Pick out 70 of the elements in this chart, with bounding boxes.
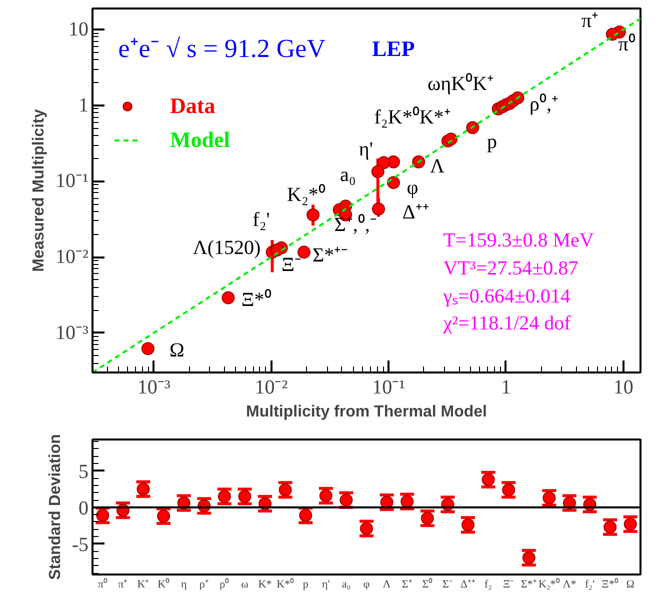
y-tick-label: 1 — [78, 94, 88, 116]
annotation: K₂*⁰ — [287, 182, 326, 206]
x-tick-label: 10 — [613, 376, 634, 398]
annotation: p — [486, 131, 497, 154]
annotation: Ξ*⁰ — [241, 288, 272, 312]
annotation: e⁺e⁻ √ s = 91.2 GeV — [118, 34, 326, 64]
x-tick-label: Σ⁰ — [422, 578, 433, 590]
y-tick-label: 0 — [78, 497, 88, 520]
annotation: Σ⁺,⁰,⁻ — [334, 213, 377, 236]
annotation: ωηK⁰K⁺ — [428, 72, 494, 96]
y-tick-label: 10⁻¹ — [56, 170, 89, 192]
x-tick-label: φ — [363, 578, 370, 590]
x-tick-label: ρ⁺ — [199, 578, 209, 590]
y-tick-label: 5 — [78, 460, 88, 483]
x-tick-label: K* — [258, 578, 272, 590]
x-tick-label: 10⁻¹ — [372, 376, 406, 398]
x-tick-label: η' — [322, 578, 330, 590]
annotation: π⁰ — [618, 32, 636, 56]
x-tick-label: f₂' — [585, 578, 595, 590]
legend-label: Data — [170, 93, 216, 119]
x-tick-label: ω — [241, 578, 248, 590]
annotation: Λ — [430, 155, 445, 178]
y-tick-label: -5 — [72, 534, 89, 556]
y-axis-title: Standard Deviation — [46, 434, 64, 580]
x-tick-label: π⁺ — [118, 578, 128, 590]
legend-label: Model — [170, 127, 230, 153]
annotation: LEP — [372, 36, 415, 62]
x-tick-label: f₂ — [484, 578, 492, 590]
x-tick-label: 10⁻² — [254, 376, 288, 398]
x-tick-label: π⁰ — [98, 578, 108, 590]
annotation: Σ*⁺⁻ — [312, 244, 348, 266]
annotation: ρ⁰,⁺ — [530, 92, 559, 116]
x-tick-label: 10⁻³ — [137, 376, 170, 398]
x-tick-label: Σ⁺ — [402, 578, 412, 590]
x-tick-label: K⁰ — [158, 578, 170, 590]
x-tick-label: Ξ*⁰ — [602, 578, 618, 590]
x-tick-label: Ξ⁻ — [503, 578, 514, 590]
annotation: f₂' — [252, 208, 270, 231]
x-tick-label: η — [180, 578, 187, 590]
annotation: γₛ=0.664±0.014 — [442, 285, 570, 308]
x-tick-label: Λ* — [562, 578, 576, 590]
annotation: T=159.3±0.8 MeV — [443, 229, 594, 252]
x-tick-label: Λ — [382, 578, 391, 590]
annotation: a₀ — [340, 164, 356, 186]
annotation: f₂K*⁰K*⁺ — [374, 106, 451, 129]
y-tick-label: 10⁻³ — [56, 322, 89, 344]
x-tick-label: Ω — [626, 578, 634, 590]
annotation: VT³=27.54±0.87 — [443, 257, 578, 280]
x-tick-label: a₀ — [342, 578, 351, 590]
x-tick-label: Σ*⁺ — [520, 578, 537, 590]
x-axis-title: Multiplicity from Thermal Model — [246, 404, 487, 420]
annotation: φ — [406, 176, 418, 199]
y-axis-title: Measured Multiplicity — [30, 109, 48, 272]
y-tick-label: 10 — [68, 18, 88, 41]
x-tick-label: K₂*⁰ — [538, 578, 560, 590]
annotation: π⁺ — [582, 10, 599, 32]
annotation: χ²=118.1/24 dof — [442, 312, 572, 334]
annotation: Δ⁺⁺ — [402, 201, 430, 224]
x-tick-label: K*⁰ — [276, 578, 294, 590]
annotation: Ω — [169, 339, 184, 362]
x-tick-label: Δ⁺⁺ — [460, 578, 476, 590]
x-tick-label: p — [302, 578, 309, 590]
x-tick-label: ρ⁰ — [220, 578, 230, 590]
annotation: Λ(1520) — [192, 237, 261, 260]
annotation: Ξ⁻ — [281, 254, 302, 276]
annotation: η' — [358, 138, 373, 161]
x-tick-label: 1 — [500, 376, 511, 398]
x-tick-label: K⁺ — [137, 578, 150, 590]
y-tick-label: 10⁻² — [56, 246, 89, 268]
x-tick-label: Σ⁻ — [442, 578, 453, 590]
